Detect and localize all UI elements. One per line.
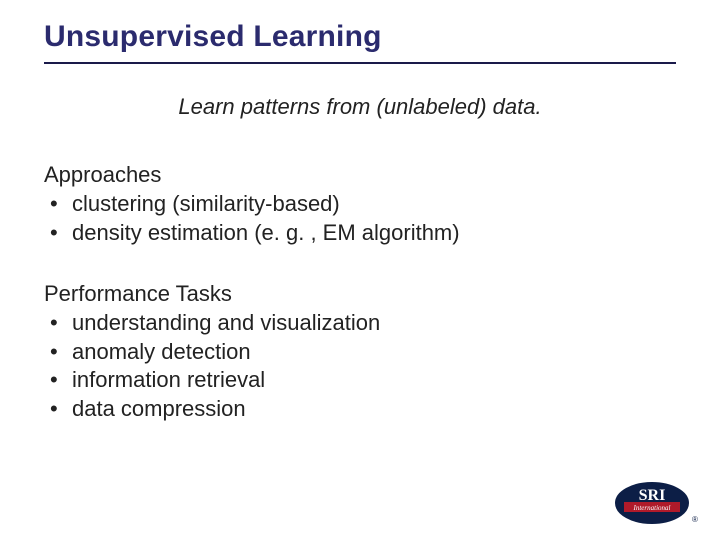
list-item: understanding and visualization — [44, 309, 676, 338]
approaches-list: clustering (similarity-based) density es… — [44, 190, 676, 247]
subtitle: Learn patterns from (unlabeled) data. — [44, 94, 676, 120]
section-heading-tasks: Performance Tasks — [44, 281, 676, 307]
sri-logo: SRI International ® — [612, 480, 698, 526]
list-item: data compression — [44, 395, 676, 424]
logo-text-top: SRI — [639, 487, 666, 504]
page-title: Unsupervised Learning — [44, 20, 676, 60]
list-item: information retrieval — [44, 366, 676, 395]
section-heading-approaches: Approaches — [44, 162, 676, 188]
tasks-list: understanding and visualization anomaly … — [44, 309, 676, 423]
list-item: density estimation (e. g. , EM algorithm… — [44, 219, 676, 248]
list-item: anomaly detection — [44, 338, 676, 367]
logo-text-bottom: International — [633, 504, 671, 512]
registered-mark: ® — [692, 515, 698, 524]
slide: Unsupervised Learning Learn patterns fro… — [0, 0, 720, 540]
title-underline — [44, 62, 676, 64]
list-item: clustering (similarity-based) — [44, 190, 676, 219]
